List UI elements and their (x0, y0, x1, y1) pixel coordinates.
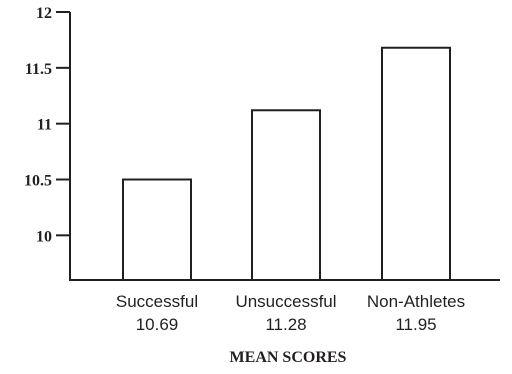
bar-non-athletes (381, 46, 451, 281)
category-label: Successful (116, 292, 198, 311)
x-axis: Successful 10.69 Unsuccessful 11.28 Non-Athl… (69, 279, 500, 334)
value-label: 10.69 (136, 315, 179, 334)
y-tick-label: 11 (37, 117, 52, 134)
y-tick-label: 12 (36, 5, 52, 22)
bar-successful (122, 178, 192, 281)
category-label: Unsuccessful (235, 292, 336, 311)
bars (122, 46, 451, 282)
bar-unsuccessful (251, 109, 321, 282)
x-axis-title: MEAN SCORES (230, 349, 347, 366)
value-label: 11.95 (395, 315, 436, 334)
category-label: Non-Athletes (367, 292, 465, 311)
value-label: 11.28 (265, 315, 306, 334)
y-tick-label: 11.5 (25, 61, 52, 78)
y-tick-label: 10.5 (24, 173, 52, 190)
y-tick-label: 10 (36, 228, 52, 245)
y-axis: 10 10.5 11 11.5 12 (24, 5, 71, 280)
